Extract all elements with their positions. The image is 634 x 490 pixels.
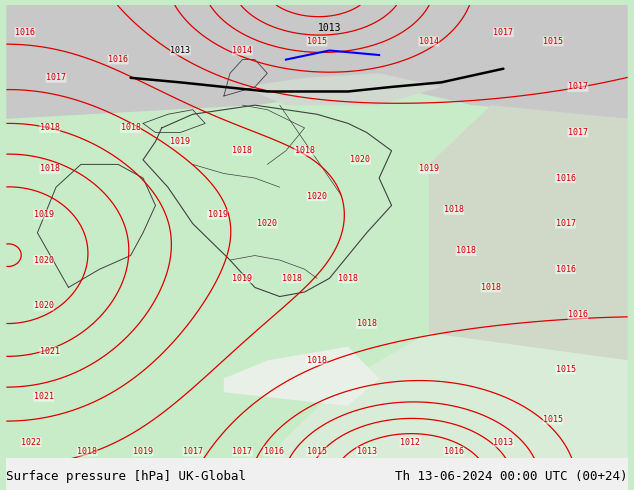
Text: 1018: 1018 [307,356,327,365]
Text: 1016: 1016 [108,55,128,64]
Text: 1015: 1015 [543,37,563,46]
Text: 1014: 1014 [233,46,252,55]
Text: 1018: 1018 [40,165,60,173]
Text: 1014: 1014 [419,37,439,46]
Text: 1018: 1018 [338,274,358,283]
Text: 1016: 1016 [555,173,576,183]
Text: 1017: 1017 [183,447,203,456]
Text: 1017: 1017 [233,447,252,456]
Polygon shape [268,333,628,461]
Text: Surface pressure [hPa] UK-Global: Surface pressure [hPa] UK-Global [6,469,247,483]
Text: 1015: 1015 [307,37,327,46]
Text: 1018: 1018 [120,123,141,132]
Text: 1019: 1019 [419,165,439,173]
Text: 1017: 1017 [568,128,588,137]
Text: 1018: 1018 [282,274,302,283]
Text: 1018: 1018 [233,146,252,155]
Text: 1022: 1022 [21,438,41,447]
Text: 1015: 1015 [307,447,327,456]
Text: 1021: 1021 [40,347,60,356]
Text: 1016: 1016 [264,447,283,456]
Text: 1018: 1018 [77,447,97,456]
Text: 1016: 1016 [15,28,35,37]
Text: 1019: 1019 [207,210,228,219]
Text: 1018: 1018 [40,123,60,132]
Text: 1020: 1020 [307,192,327,201]
Text: 1021: 1021 [34,392,54,401]
Polygon shape [429,105,628,360]
Polygon shape [6,5,628,119]
Text: 1017: 1017 [555,219,576,228]
Text: 1016: 1016 [555,265,576,274]
Text: 1013: 1013 [318,23,341,33]
Text: 1016: 1016 [444,447,463,456]
Text: 1018: 1018 [357,319,377,328]
Text: 1017: 1017 [568,82,588,92]
Text: 1016: 1016 [568,310,588,319]
Text: 1018: 1018 [481,283,501,292]
Text: 1018: 1018 [444,205,463,215]
Text: 1017: 1017 [493,28,514,37]
Text: 1019: 1019 [133,447,153,456]
Text: 1013: 1013 [493,438,514,447]
Text: 1017: 1017 [46,74,66,82]
Text: Th 13-06-2024 00:00 UTC (00+24): Th 13-06-2024 00:00 UTC (00+24) [395,469,628,483]
Text: 1012: 1012 [400,438,420,447]
Text: 1020: 1020 [34,256,54,265]
Text: 1018: 1018 [456,246,476,255]
Text: 1013: 1013 [171,46,190,55]
Polygon shape [224,347,379,406]
Text: 1020: 1020 [257,219,277,228]
Text: 1020: 1020 [351,155,370,164]
Text: 1018: 1018 [295,146,314,155]
Text: 1019: 1019 [171,137,190,146]
Text: 1020: 1020 [34,301,54,310]
Text: 1013: 1013 [357,447,377,456]
Polygon shape [242,73,441,105]
Bar [6,458,628,490]
Text: 1019: 1019 [34,210,54,219]
Text: 1015: 1015 [555,365,576,374]
Text: 1019: 1019 [233,274,252,283]
Text: 1015: 1015 [543,415,563,424]
